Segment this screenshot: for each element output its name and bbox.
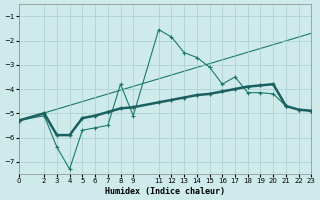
X-axis label: Humidex (Indice chaleur): Humidex (Indice chaleur) xyxy=(105,187,225,196)
